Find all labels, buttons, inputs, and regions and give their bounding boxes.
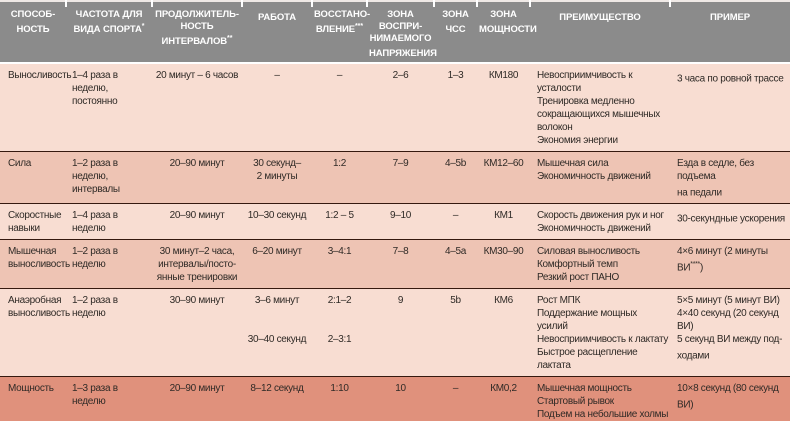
header-frequency-footnote-mark: * (141, 23, 145, 30)
cell-power-zone: КМ1 (494, 210, 513, 222)
cell-example: 10×8 секунд (80 секунд ВИ) (670, 377, 790, 421)
table-row-muscular-endurance: Мышечная выносливость 1–2 раза в неделю … (0, 239, 790, 289)
header-benefit-label: ПРЕИМУЩЕСТВО (559, 12, 641, 24)
example-text: 3 часа по ровной трассе (677, 73, 784, 85)
cell-duration: 30 минут–2 часа, интервалы/посто- янные … (156, 246, 238, 284)
header-duration-label: ПРОДОЛЖИТЕЛЬ- НОСТЬ ИНТЕРВАЛОВ (155, 9, 239, 48)
example-text: 10×8 секунд (80 секунд ВИ) (677, 383, 779, 411)
header-duration-footnote-mark: ** (227, 35, 233, 42)
header-benefit: ПРЕИМУЩЕСТВО (530, 0, 671, 62)
cell-effort-zone: 7–8 (392, 246, 409, 258)
table-row-speed-skills: Скоростные навыки 1–4 раза в неделю 20–9… (0, 203, 790, 240)
cell-benefits: Силовая выносливость Комфортный темп Рез… (537, 246, 640, 284)
cell-power-zone: КМ6 (494, 295, 513, 307)
cell-power-zone: КМ12–60 (483, 158, 524, 170)
cell-frequency: 1–3 раза в неделю (72, 383, 118, 408)
cell-ability: Мощность (8, 383, 54, 395)
table-row-anaerobic-endurance: Анаэробная выносливость 1–2 раза в недел… (0, 288, 790, 377)
header-recovery-footnote-mark: *** (354, 23, 364, 30)
cell-work: 10–30 секунд (247, 210, 307, 222)
example-text: 4×6 минут (2 минуты ВИ (677, 246, 768, 274)
example-text-tail: ) (699, 262, 703, 274)
cell-duration: 20 минут – 6 часов (155, 70, 239, 82)
header-duration: ПРОДОЛЖИТЕЛЬ- НОСТЬ ИНТЕРВАЛОВ** (152, 0, 243, 62)
cell-power-zone: КМ30–90 (483, 246, 524, 258)
cell-recovery: 1:2 (332, 158, 346, 170)
cell-ability: Выносливость (8, 70, 72, 82)
cell-hr-zone: 4–5b (444, 158, 467, 170)
header-ability: СПОСОБ- НОСТЬ (0, 0, 67, 62)
cell-hr-zone: – (452, 210, 459, 222)
cell-recovery: – (336, 70, 343, 82)
header-work: РАБОТА (242, 0, 313, 62)
example-text: 5×5 минут (5 минут ВИ) 4×40 секунд (20 с… (677, 295, 783, 362)
cell-example: 30-секундные ускорения (670, 204, 790, 239)
cell-hr-zone: 5b (450, 295, 461, 307)
cell-recovery: 2:1–2 2–3:1 (327, 295, 352, 346)
header-hr-zone: ЗОНА ЧСС (434, 0, 478, 62)
cell-example: 3 часа по ровной трассе (670, 64, 790, 151)
cell-effort-zone: 7–9 (392, 158, 409, 170)
table-row-endurance: Выносливость 1–4 раза в неделю, постоянн… (0, 64, 790, 152)
header-effort-zone: ЗОНА ВОСПРИ- НИМАЕМОГО НАПРЯЖЕНИЯ (367, 0, 437, 62)
cell-ability: Скоростные навыки (8, 210, 62, 235)
cell-duration: 20–90 минут (169, 383, 225, 395)
cell-power-zone: КМ0,2 (490, 383, 517, 395)
table-row-strength: Сила 1–2 раза в неделю, интервалы 20–90 … (0, 151, 790, 204)
cell-recovery: 3–4:1 (327, 246, 352, 258)
cell-benefits: Мышечная мощность Стартовый рывок Подъем… (537, 383, 669, 421)
cell-ability: Сила (8, 158, 32, 170)
header-frequency-label: ЧАСТОТА ДЛЯ ВИДА СПОРТА (73, 9, 143, 36)
header-work-label: РАБОТА (257, 12, 297, 24)
cell-duration: 30–90 минут (169, 295, 225, 307)
cell-frequency: 1–2 раза в неделю (72, 246, 118, 271)
cell-frequency: 1–2 раза в неделю, интервалы (72, 158, 120, 196)
header-hr-zone-label: ЗОНА ЧСС (442, 9, 469, 36)
header-recovery-label: ВОССТАНО- ВЛЕНИЕ (314, 9, 371, 36)
header-effort-zone-label: ЗОНА ВОСПРИ- НИМАЕМОГО НАПРЯЖЕНИЯ (369, 9, 437, 60)
cell-benefits: Мышечная сила Экономичность движений (537, 158, 651, 183)
header-frequency: ЧАСТОТА ДЛЯ ВИДА СПОРТА* (66, 0, 153, 62)
cell-frequency: 1–2 раза в неделю (72, 295, 118, 320)
cell-example: Езда в седле, без подъема на педали (670, 152, 790, 203)
header-recovery: ВОССТАНО- ВЛЕНИЕ*** (312, 0, 371, 62)
table-row-power: Мощность 1–3 раза в неделю 20–90 минут 8… (0, 376, 790, 421)
cell-effort-zone: 10 (395, 383, 406, 395)
cell-work: – (274, 70, 280, 82)
cell-duration: 20–90 минут (169, 158, 225, 170)
cell-example: 5×5 минут (5 минут ВИ) 4×40 секунд (20 с… (670, 289, 790, 376)
cell-frequency: 1–4 раза в неделю, постоянно (72, 70, 118, 108)
table-header-row: СПОСОБ- НОСТЬ ЧАСТОТА ДЛЯ ВИДА СПОРТА* П… (0, 0, 790, 65)
cell-hr-zone: – (452, 383, 459, 395)
cell-work: 3–6 минут 30–40 секунд (247, 295, 307, 346)
header-example-label: ПРИМЕР (710, 12, 750, 24)
example-footnote-mark: **** (690, 261, 700, 269)
cell-effort-zone: 9 (397, 295, 404, 307)
cell-ability: Анаэробная выносливость (8, 295, 70, 320)
cell-duration: 20–90 минут (169, 210, 225, 222)
cell-frequency: 1–4 раза в неделю (72, 210, 118, 235)
cell-work: 30 секунд– 2 минуты (253, 158, 301, 183)
cell-example: 4×6 минут (2 минуты ВИ****) (670, 240, 790, 288)
cell-benefits: Невосприимчивость к усталости Тренировка… (537, 70, 660, 147)
example-text: Езда в седле, без подъема на педали (677, 158, 754, 199)
cell-recovery: 1:10 (330, 383, 349, 395)
header-power-zone: ЗОНА МОЩНОСТИ (477, 0, 537, 62)
cell-effort-zone: 9–10 (389, 210, 412, 222)
cell-work: 8–12 секунд (250, 383, 304, 395)
cell-ability: Мышечная выносливость (8, 246, 70, 271)
cell-benefits: Рост МПК Поддержание мощных усилий Невос… (537, 295, 669, 372)
cell-hr-zone: 4–5a (444, 246, 467, 258)
cell-power-zone: КМ180 (488, 70, 519, 82)
cell-hr-zone: 1–3 (447, 70, 464, 82)
example-text: 30-секундные ускорения (677, 213, 785, 225)
cell-recovery: 1:2 – 5 (325, 210, 354, 222)
header-example: ПРИМЕР (670, 2, 790, 62)
cell-benefits: Скорость движения рук и ног Экономичност… (537, 210, 664, 235)
cell-effort-zone: 2–6 (392, 70, 409, 82)
header-power-zone-label: ЗОНА МОЩНОСТИ (479, 9, 537, 36)
header-ability-label: СПОСОБ- НОСТЬ (10, 9, 56, 36)
cell-work: 6–20 минут (252, 246, 302, 258)
